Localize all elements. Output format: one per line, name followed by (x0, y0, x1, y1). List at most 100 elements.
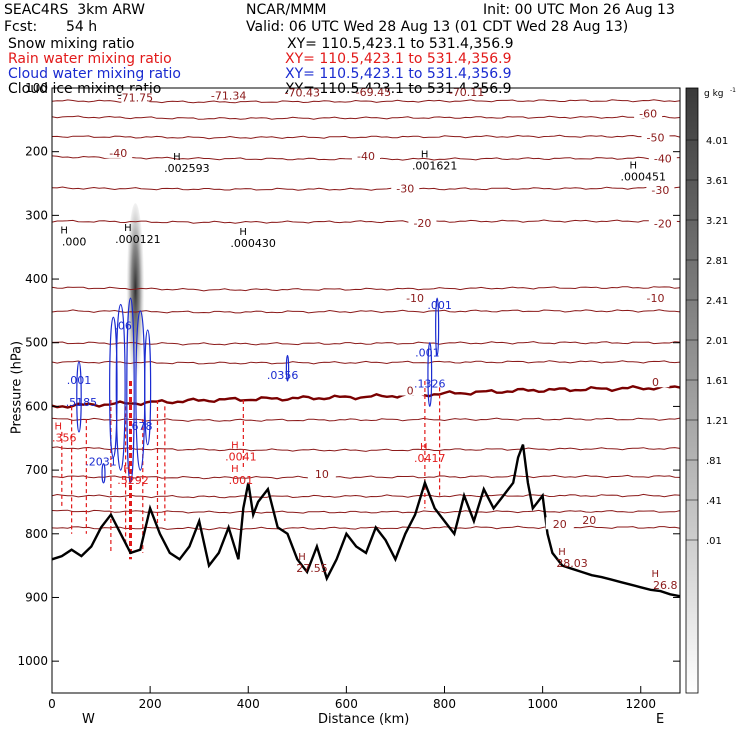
high-marker: H (558, 547, 566, 558)
label-background (648, 151, 677, 164)
temperature-contour (52, 341, 680, 346)
contour-label: -30 (396, 183, 414, 196)
init-time: Init: 00 UTC Mon 26 Aug 13 (483, 2, 675, 18)
temperature-contour-0 (52, 384, 680, 409)
label-background (401, 291, 430, 304)
rain-high-marker: H (231, 441, 239, 452)
cloud-contour (427, 342, 433, 408)
high-marker: H (60, 225, 68, 236)
contour-label: -69.45 (356, 86, 391, 99)
temperature-contour--60 (52, 115, 680, 120)
contour-label: 0 (652, 376, 659, 389)
high-value-label: 27.55 (296, 562, 328, 575)
cloud-contour (144, 329, 152, 446)
high-marker: H (239, 227, 247, 238)
colorbar-label: .81 (706, 456, 722, 467)
contour-label: -40 (109, 147, 127, 160)
high-value-label: .000451 (620, 170, 666, 183)
contour-label: 20 (582, 514, 596, 527)
temperature-contour--10 (52, 286, 680, 292)
contour-label: -10 (646, 292, 664, 305)
label-background (307, 466, 336, 479)
colorbar-label: 1.61 (706, 376, 728, 387)
cloud-value-label: .06 (114, 319, 132, 332)
plot-frame (51, 87, 681, 694)
cloud-value-label: .001 (427, 299, 452, 312)
temperature-contour (52, 417, 680, 422)
cloud-value-label: .5185 (66, 396, 98, 409)
rain-value-label: .5292 (117, 474, 149, 487)
label-background (641, 130, 670, 143)
model-title: SEAC4RS 3km ARW (4, 2, 145, 18)
high-marker: H (629, 160, 637, 171)
valid-time: Valid: 06 UTC Wed 28 Aug 13 (01 CDT Wed … (246, 19, 629, 35)
high-value-label: 28.03 (556, 557, 588, 570)
label-background (104, 145, 133, 158)
field-cloud-xy: XY= 110.5,423.1 to 531.4,356.9 (285, 66, 512, 82)
forecast-hours: 54 h (66, 19, 98, 35)
label-background (288, 88, 317, 98)
high-marker: H (421, 150, 429, 161)
high-value-label: .000121 (115, 233, 161, 246)
west-label: W (82, 712, 95, 727)
label-background (352, 149, 380, 162)
y-tick-label: 800 (25, 527, 48, 541)
colorbar-label: .01 (706, 536, 722, 547)
contour-label: -40 (357, 150, 375, 163)
temperature-contour--20 (52, 219, 680, 224)
colorbar-label: 3.21 (706, 216, 728, 227)
colorbar-bar (685, 87, 699, 694)
x-tick-label: 1200 (625, 697, 656, 711)
y-tick-label: 500 (25, 336, 48, 350)
contour-label: -10 (406, 292, 424, 305)
field-rain-name: Rain water mixing ratio (8, 51, 172, 67)
contour-label: -40 (654, 153, 672, 166)
temperature-contour (52, 474, 680, 480)
cloud-value-label: .0356 (267, 369, 299, 382)
high-value-label: .000 (62, 235, 87, 248)
colorbar-label: 4.01 (706, 136, 728, 147)
east-label: E (656, 712, 665, 727)
label-background (408, 216, 437, 229)
high-value-label: .001621 (412, 160, 458, 173)
rain-value-label: .001 (229, 474, 254, 487)
colorbar-label: 1.21 (706, 416, 728, 427)
high-value-label: .002593 (164, 162, 210, 175)
label-background (452, 88, 481, 97)
temperature-contour--70 (52, 99, 680, 104)
contour-label: 10 (315, 468, 329, 481)
rain-high-marker: H (123, 464, 131, 475)
high-marker: H (652, 569, 660, 580)
x-tick-label: 0 (48, 697, 56, 711)
contour-label: -70.43 (284, 86, 319, 99)
temperature-contour (52, 493, 680, 499)
organization: NCAR/MMM (246, 2, 327, 18)
colorbar-label: 2.41 (706, 296, 728, 307)
label-background (214, 88, 243, 101)
colorbar-unit-exponent: -1 (730, 87, 736, 94)
label-background (648, 216, 677, 229)
contour-label: -70.11 (449, 86, 484, 99)
temperature-contour--30 (52, 186, 680, 191)
temperature-contour-10 (52, 446, 680, 452)
cloud-contour (435, 297, 440, 357)
x-tick-label: 1000 (527, 697, 558, 711)
field-snow-name: Snow mixing ratio (8, 36, 135, 52)
field-rain-xy: XY= 110.5,423.1 to 531.4,356.9 (285, 51, 512, 67)
rain-value-label: .0417 (414, 452, 446, 465)
field-cloud-name: Cloud water mixing ratio (8, 66, 181, 82)
cloud-value-label: .001 (67, 374, 92, 387)
high-marker: H (173, 152, 181, 163)
field-snow-xy: XY= 110.5,423.1 to 531.4,356.9 (287, 36, 514, 52)
rain-value-label: .0041 (225, 451, 257, 464)
x-axis-title: Distance (km) (318, 712, 410, 727)
temperature-contour (52, 360, 680, 365)
label-background (121, 90, 150, 103)
label-background (634, 106, 663, 119)
contour-label: -71.75 (118, 92, 153, 105)
label-background (575, 512, 604, 525)
y-tick-label: 900 (25, 590, 48, 604)
contour-label: -30 (651, 184, 669, 197)
rain-high-marker: H (55, 421, 63, 432)
contour-label: -20 (654, 218, 672, 231)
